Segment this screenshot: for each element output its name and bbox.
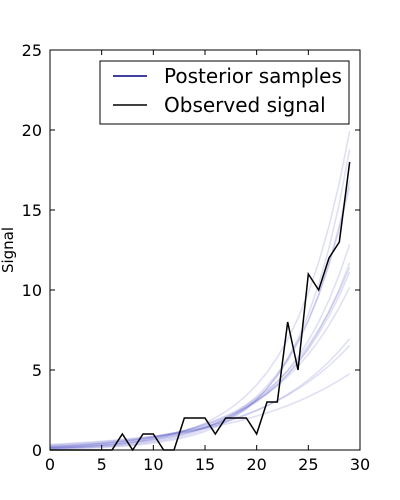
posterior-sample-curve (49, 373, 351, 446)
x-tick-label: 30 (350, 455, 370, 474)
posterior-sample-curve (49, 149, 351, 450)
posterior-sample-curve (49, 186, 351, 450)
posterior-sample-curves (49, 130, 351, 450)
y-tick-label: 0 (32, 441, 42, 460)
x-tick-label: 0 (45, 455, 55, 474)
y-tick-label: 10 (22, 281, 42, 300)
posterior-sample-curve (49, 338, 351, 447)
posterior-sample-curve (49, 179, 351, 450)
axis-ticks: 0 5 10 15 20 25 30 0 5 10 15 20 25 (22, 41, 371, 474)
posterior-sample-curve (49, 286, 351, 448)
y-tick-label: 20 (22, 121, 42, 140)
legend: Posterior samples Observed signal (99, 60, 350, 125)
posterior-sample-curve (49, 130, 351, 449)
x-tick-label: 5 (97, 455, 107, 474)
x-tick-label: 15 (195, 455, 215, 474)
y-tick-label: 5 (32, 361, 42, 380)
observed-signal-line (50, 161, 351, 452)
x-tick-label: 20 (246, 455, 266, 474)
posterior-sample-curve (49, 266, 351, 448)
x-tick-label: 25 (298, 455, 318, 474)
y-tick-label: 25 (22, 41, 42, 60)
posterior-sample-curve (49, 344, 351, 446)
legend-box (99, 60, 350, 125)
x-tick-label: 10 (143, 455, 163, 474)
y-axis-label: Signal (0, 227, 17, 273)
legend-label-observed: Observed signal (164, 93, 326, 117)
y-tick-label: 15 (22, 201, 42, 220)
legend-label-posterior: Posterior samples (164, 64, 342, 88)
